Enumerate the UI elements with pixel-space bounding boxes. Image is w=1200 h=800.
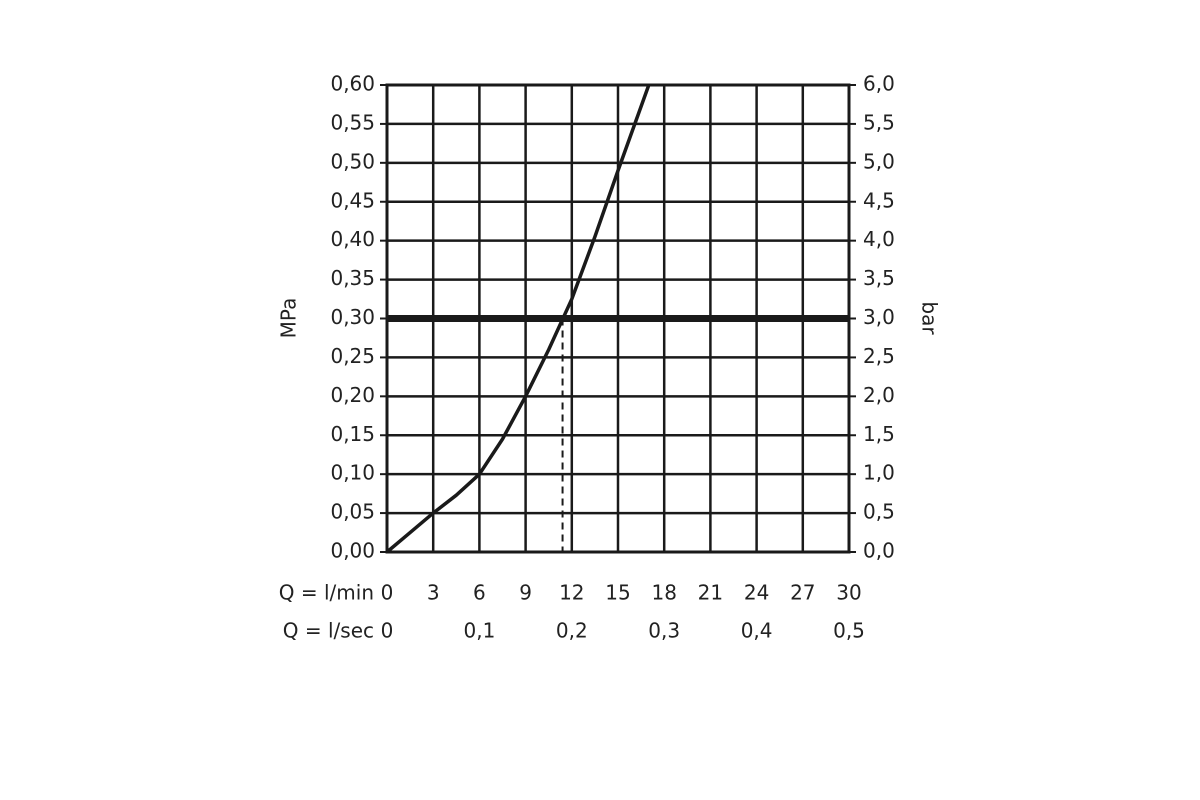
x2-tick-label: 0,4 <box>741 619 773 643</box>
x2-axis-label: Q = l/sec <box>283 619 374 643</box>
y-tick-label: 0,05 <box>330 500 375 524</box>
x2-tick-label: 0,3 <box>648 619 680 643</box>
y-tick-label: 0,45 <box>330 188 375 212</box>
x2-tick-label: 0,5 <box>833 619 865 643</box>
y-tick-label: 0,00 <box>330 539 375 563</box>
y2-tick-label: 5,5 <box>863 110 895 134</box>
x2-tick-label: 0,2 <box>556 619 588 643</box>
y-tick-label: 0,35 <box>330 266 375 290</box>
x-tick-label: 24 <box>744 581 769 605</box>
x-tick-label: 0 <box>381 581 394 605</box>
x-tick-label: 18 <box>651 581 676 605</box>
y-tick-label: 0,60 <box>330 72 375 96</box>
y2-tick-label: 5,0 <box>863 149 895 173</box>
x2-tick-label: 0,1 <box>463 619 495 643</box>
x2-tick-label: 0 <box>381 619 394 643</box>
y2-axis-label: bar <box>918 301 942 335</box>
y-tick-label: 0,20 <box>330 383 375 407</box>
y-tick-label: 0,15 <box>330 422 375 446</box>
y2-tick-label: 0,5 <box>863 500 895 524</box>
y-axis-label: MPa <box>277 298 301 339</box>
x-tick-label: 30 <box>836 581 861 605</box>
y-tick-label: 0,55 <box>330 110 375 134</box>
y2-tick-label: 1,0 <box>863 461 895 485</box>
x-tick-label: 12 <box>559 581 584 605</box>
y-tick-label: 0,30 <box>330 305 375 329</box>
y-tick-label: 0,40 <box>330 227 375 251</box>
y2-tick-label: 2,0 <box>863 383 895 407</box>
y2-tick-label: 0,0 <box>863 539 895 563</box>
x-tick-label: 3 <box>427 581 440 605</box>
y-tick-label: 0,10 <box>330 461 375 485</box>
x-tick-label: 6 <box>473 581 486 605</box>
x-tick-label: 15 <box>605 581 630 605</box>
y2-tick-label: 3,0 <box>863 305 895 329</box>
x-tick-label: 21 <box>698 581 723 605</box>
y2-tick-label: 4,0 <box>863 227 895 251</box>
y2-tick-label: 2,5 <box>863 344 895 368</box>
y2-tick-label: 1,5 <box>863 422 895 446</box>
x-tick-label: 9 <box>519 581 532 605</box>
x-axis-label: Q = l/min <box>279 581 374 605</box>
y-tick-label: 0,50 <box>330 149 375 173</box>
y2-tick-label: 4,5 <box>863 188 895 212</box>
y-tick-label: 0,25 <box>330 344 375 368</box>
y2-tick-label: 6,0 <box>863 72 895 96</box>
y2-tick-label: 3,5 <box>863 266 895 290</box>
curve <box>385 84 651 554</box>
x-tick-label: 27 <box>790 581 815 605</box>
